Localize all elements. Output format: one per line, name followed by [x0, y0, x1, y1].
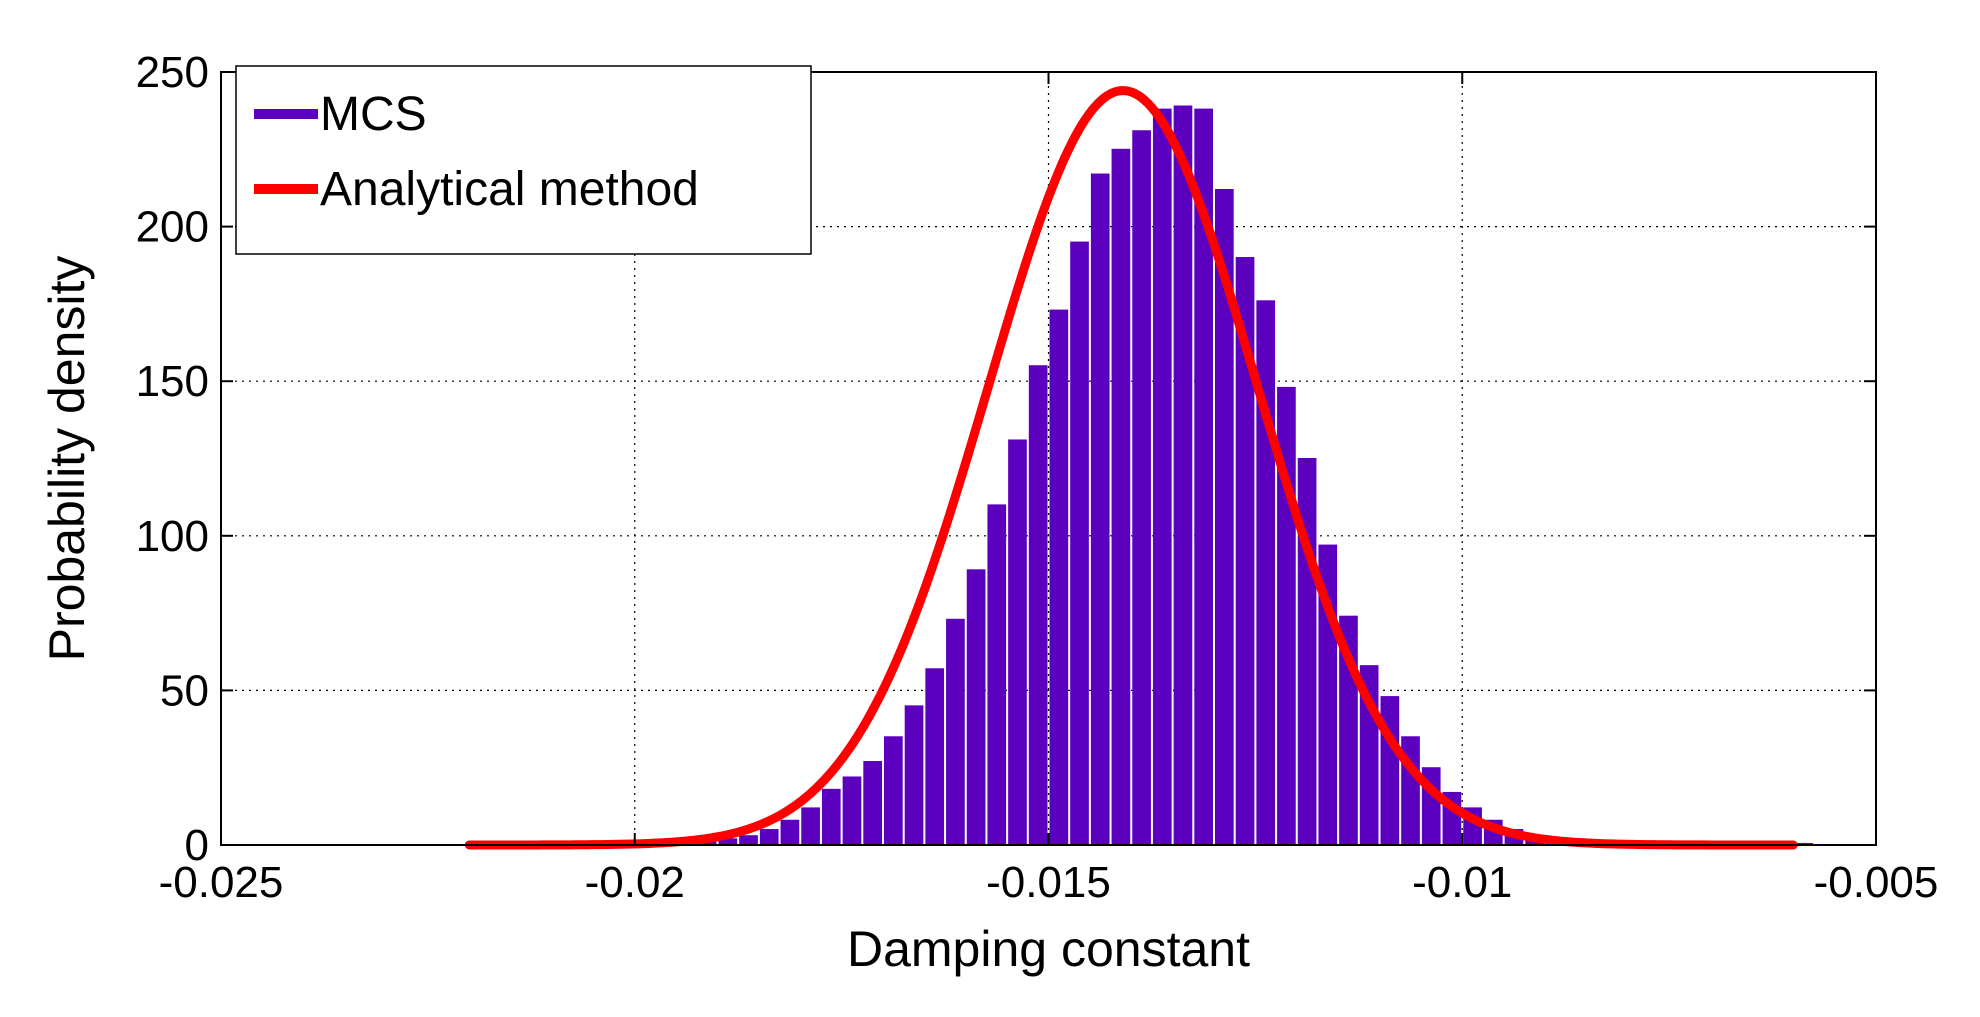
- y-tick-label: 0: [185, 821, 209, 870]
- histogram-bar: [1152, 108, 1172, 846]
- y-axis-label: Probability density: [39, 256, 95, 662]
- legend-label-analytical: Analytical method: [320, 163, 699, 216]
- histogram-bar: [863, 761, 882, 846]
- histogram-bar: [1008, 439, 1027, 846]
- histogram-bar: [904, 705, 924, 846]
- x-tick-label: -0.025: [159, 858, 284, 907]
- histogram-bar: [1380, 696, 1400, 846]
- histogram-bar: [1111, 148, 1131, 846]
- histogram-bar: [1028, 365, 1048, 846]
- y-tick-label: 50: [160, 666, 209, 715]
- histogram-bar: [884, 736, 903, 846]
- histogram-bar: [1173, 105, 1193, 846]
- histogram-bar: [780, 819, 800, 846]
- legend: MCS Analytical method: [235, 65, 812, 255]
- x-axis-ticks: -0.025 -0.02 -0.015 -0.01 -0.005: [159, 72, 1939, 907]
- x-axis-label: Damping constant: [847, 921, 1250, 977]
- histogram-bar: [1070, 241, 1089, 846]
- y-tick-label: 200: [136, 203, 209, 252]
- histogram-bar: [842, 776, 862, 846]
- y-tick-label: 150: [136, 357, 209, 406]
- histogram-bar: [1049, 309, 1069, 846]
- y-axis-ticks: 0 50 100 150 200 250: [136, 48, 1876, 870]
- y-tick-label: 100: [136, 512, 209, 561]
- x-tick-label: -0.01: [1412, 858, 1512, 907]
- y-tick-label: 250: [136, 48, 209, 97]
- histogram-bar: [801, 807, 820, 846]
- histogram-bar: [966, 569, 986, 846]
- analytical-curve: [464, 86, 1798, 850]
- histogram-bar: [821, 788, 841, 846]
- mcs-histogram: [470, 105, 1813, 846]
- histogram-bar: [759, 829, 779, 846]
- histogram-bar: [987, 504, 1007, 846]
- legend-box: [235, 65, 812, 255]
- histogram-bar: [925, 668, 945, 846]
- x-tick-label: -0.015: [986, 858, 1111, 907]
- histogram-bar: [1090, 173, 1110, 846]
- plot-area: [220, 71, 1877, 850]
- x-tick-label: -0.005: [1814, 858, 1939, 907]
- histogram-bar: [1132, 130, 1151, 846]
- legend-label-mcs: MCS: [320, 88, 427, 141]
- histogram-bar: [739, 835, 758, 846]
- histogram-bar: [946, 618, 965, 846]
- x-tick-label: -0.02: [585, 858, 685, 907]
